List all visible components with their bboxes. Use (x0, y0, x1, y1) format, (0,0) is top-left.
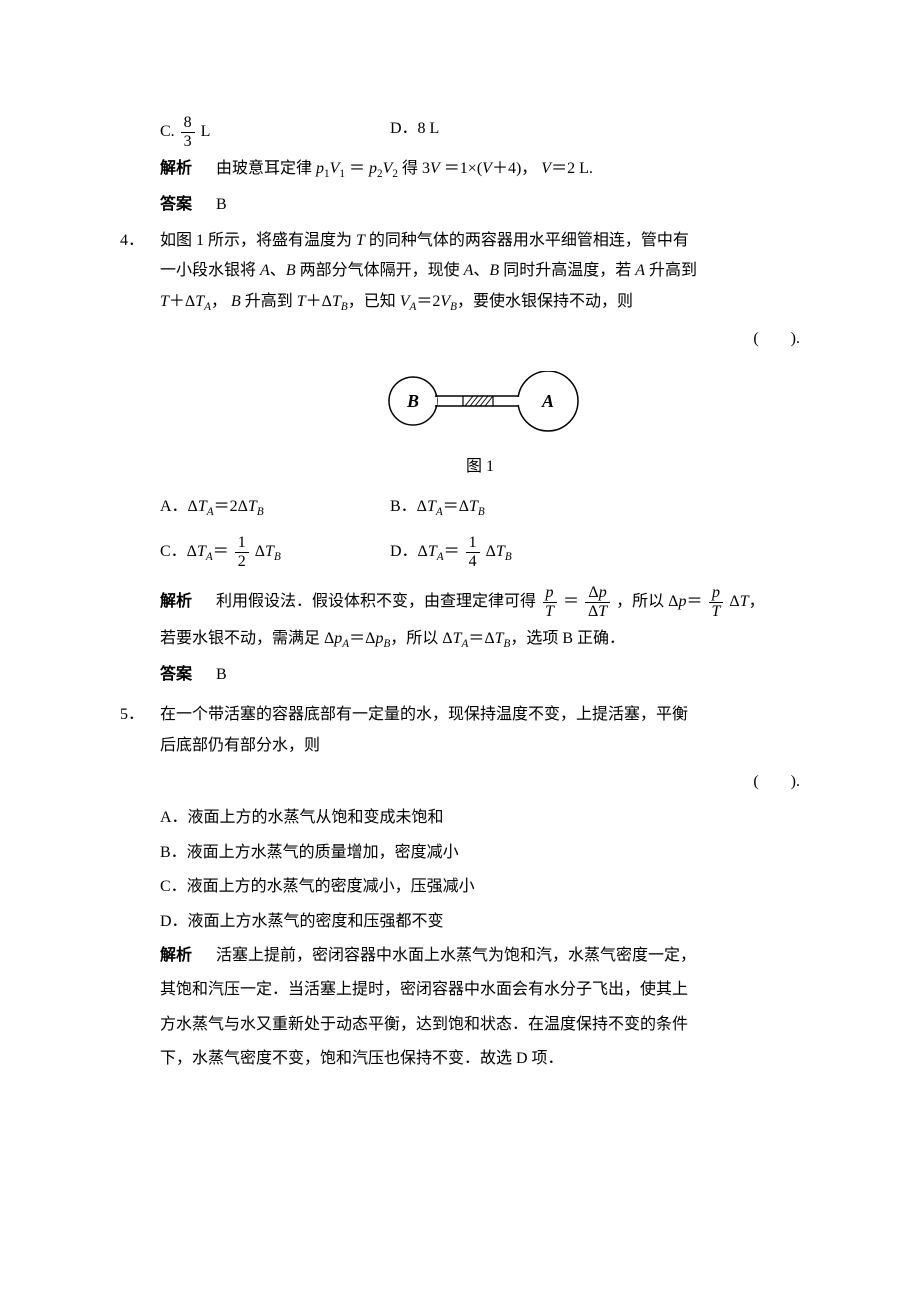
q4-option-c: C．ΔTA＝ 12 ΔTB (160, 534, 390, 570)
expl-label: 解析 (160, 947, 192, 964)
q5-explanation-line3: 方水蒸气与水又重新处于动态平衡，达到饱和状态．在温度保持不变的条件 (160, 1010, 800, 1040)
q4-explanation-line2: 若要水银不动，需满足 ΔpA＝ΔpB，所以 ΔTA＝ΔTB，选项 B 正确． (160, 624, 800, 655)
opt-c-frac: 8 3 (181, 114, 195, 150)
q4-options-ab: A．ΔTA＝2ΔTB B．ΔTA＝ΔTB (160, 492, 800, 523)
expl-label: 解析 (160, 160, 192, 177)
q4-body: 如图 1 所示，将盛有温度为 T 的同种气体的两容器用水平细管相连，管中有 一小… (160, 226, 800, 694)
diagram-label-a: A (540, 391, 553, 411)
q4-diagram-svg: B A (373, 371, 588, 433)
q5-option-b: B．液面上方水蒸气的质量增加，密度减小 (160, 838, 800, 868)
diagram-label-b: B (405, 391, 418, 411)
q4-options-cd: C．ΔTA＝ 12 ΔTB D．ΔTA＝ 14 ΔTB (160, 534, 800, 570)
expl-label: 解析 (160, 593, 192, 610)
q4-answer: 答案 B (160, 660, 800, 690)
ans-label: 答案 (160, 196, 192, 213)
q5-stem-line1: 在一个带活塞的容器底部有一定量的水，现保持温度不变，上提活塞，平衡 (160, 700, 800, 730)
q4-stem-line3: T＋ΔTA， B 升高到 T＋ΔTB，已知 VA＝2VB，要使水银保持不动，则 (160, 287, 800, 318)
q5-explanation-line2: 其饱和汽压一定．当活塞上提时，密闭容器中水面会有水分子飞出，使其上 (160, 975, 800, 1005)
q4-stem-line1: 如图 1 所示，将盛有温度为 T 的同种气体的两容器用水平细管相连，管中有 (160, 226, 800, 256)
q5-explanation-line4: 下，水蒸气密度不变，饱和汽压也保持不变．故选 D 项． (160, 1044, 800, 1074)
q3-option-c: C. 8 3 L (160, 114, 390, 150)
q4: 4． 如图 1 所示，将盛有温度为 T 的同种气体的两容器用水平细管相连，管中有… (120, 226, 800, 694)
q4-explanation-line1: 解析 利用假设法．假设体积不变，由查理定律可得 pT ＝ ΔpΔT ，所以 Δp… (160, 584, 800, 620)
q5-option-d: D．液面上方水蒸气的密度和压强都不变 (160, 907, 800, 937)
q4-paren: ( ). (160, 324, 800, 354)
q5-stem-line2: 后底部仍有部分水，则 (160, 731, 800, 761)
q4-option-d: D．ΔTA＝ 14 ΔTB (390, 534, 620, 570)
q5-explanation-line1: 解析 活塞上提前，密闭容器中水面上水蒸气为饱和汽，水蒸气密度一定， (160, 941, 800, 971)
q3-tail: C. 8 3 L D．8 L 解析 由玻意耳定律 p1V1 ＝ p2V2 得 3… (120, 114, 800, 220)
q4-fig-caption: 图 1 (160, 452, 800, 482)
q5-body: 在一个带活塞的容器底部有一定量的水，现保持温度不变，上提活塞，平衡 后底部仍有部… (160, 700, 800, 1078)
q5: 5． 在一个带活塞的容器底部有一定量的水，现保持温度不变，上提活塞，平衡 后底部… (120, 700, 800, 1078)
q4-figure: B A (160, 371, 800, 444)
q4-number: 4． (120, 226, 160, 256)
q5-option-a: A．液面上方的水蒸气从饱和变成未饱和 (160, 803, 800, 833)
q5-option-c: C．液面上方的水蒸气的密度减小，压强减小 (160, 872, 800, 902)
q4-option-a: A．ΔTA＝2ΔTB (160, 492, 390, 523)
opt-c-unit: L (201, 123, 211, 140)
opt-d-text: D．8 L (390, 120, 439, 137)
q4-stem-line2: 一小段水银将 A、B 两部分气体隔开，现使 A、B 同时升高温度，若 A 升高到 (160, 256, 800, 286)
q3-answer: 答案 B (160, 190, 800, 220)
q5-paren: ( ). (160, 767, 800, 797)
q3-explanation: 解析 由玻意耳定律 p1V1 ＝ p2V2 得 3V ＝1×(V＋4)， V＝2… (160, 154, 800, 185)
page: C. 8 3 L D．8 L 解析 由玻意耳定律 p1V1 ＝ p2V2 得 3… (0, 0, 920, 1302)
opt-c-prefix: C. (160, 123, 175, 140)
q3-options-cd: C. 8 3 L D．8 L (160, 114, 800, 150)
q5-number: 5． (120, 700, 160, 730)
ans-label: 答案 (160, 666, 192, 683)
q3-option-d: D．8 L (390, 114, 620, 150)
q4-option-b: B．ΔTA＝ΔTB (390, 492, 620, 523)
